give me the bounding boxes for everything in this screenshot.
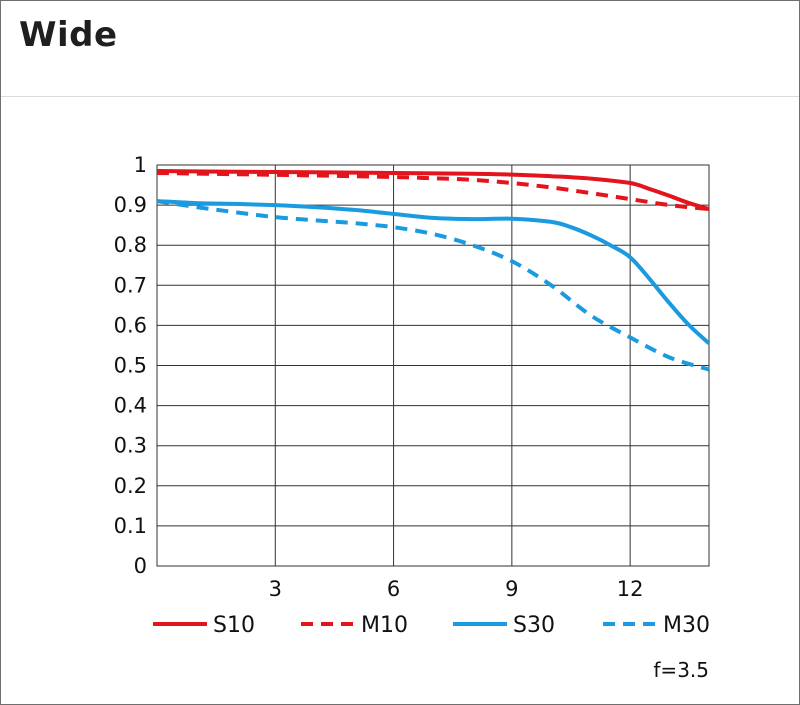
- x-tick-label: 9: [505, 577, 518, 601]
- chart-title: Wide: [19, 15, 118, 55]
- series-line-m30: [156, 199, 710, 372]
- plot-frame: [156, 164, 710, 567]
- y-tick-label: 0.7: [114, 273, 147, 297]
- x-tick-label: 3: [269, 577, 282, 601]
- card-header: Wide: [1, 1, 799, 97]
- x-tick-label: 6: [387, 577, 400, 601]
- legend-label-s10: S10: [213, 613, 255, 638]
- x-tick-label: 12: [617, 577, 644, 601]
- legend-label-m30: M30: [663, 613, 710, 638]
- y-tick-label: 0.5: [114, 354, 147, 378]
- y-tick-label: 1: [134, 153, 147, 177]
- y-tick-label: 0.8: [114, 233, 147, 257]
- y-tick-label: 0.3: [114, 434, 147, 458]
- y-tick-label: 0.9: [114, 193, 147, 217]
- y-tick-label: 0: [134, 554, 147, 578]
- series-line-s30: [156, 199, 711, 345]
- legend-label-s30: S30: [513, 613, 555, 638]
- y-tick-label: 0.1: [114, 514, 147, 538]
- y-tick-label: 0.2: [114, 474, 147, 498]
- y-tick-label: 0.4: [114, 394, 147, 418]
- series-line-m10: [156, 171, 710, 212]
- legend-label-m10: M10: [361, 613, 408, 638]
- series-line-s10: [156, 169, 710, 212]
- y-tick-label: 0.6: [114, 313, 147, 337]
- aperture-note: f=3.5: [653, 658, 709, 682]
